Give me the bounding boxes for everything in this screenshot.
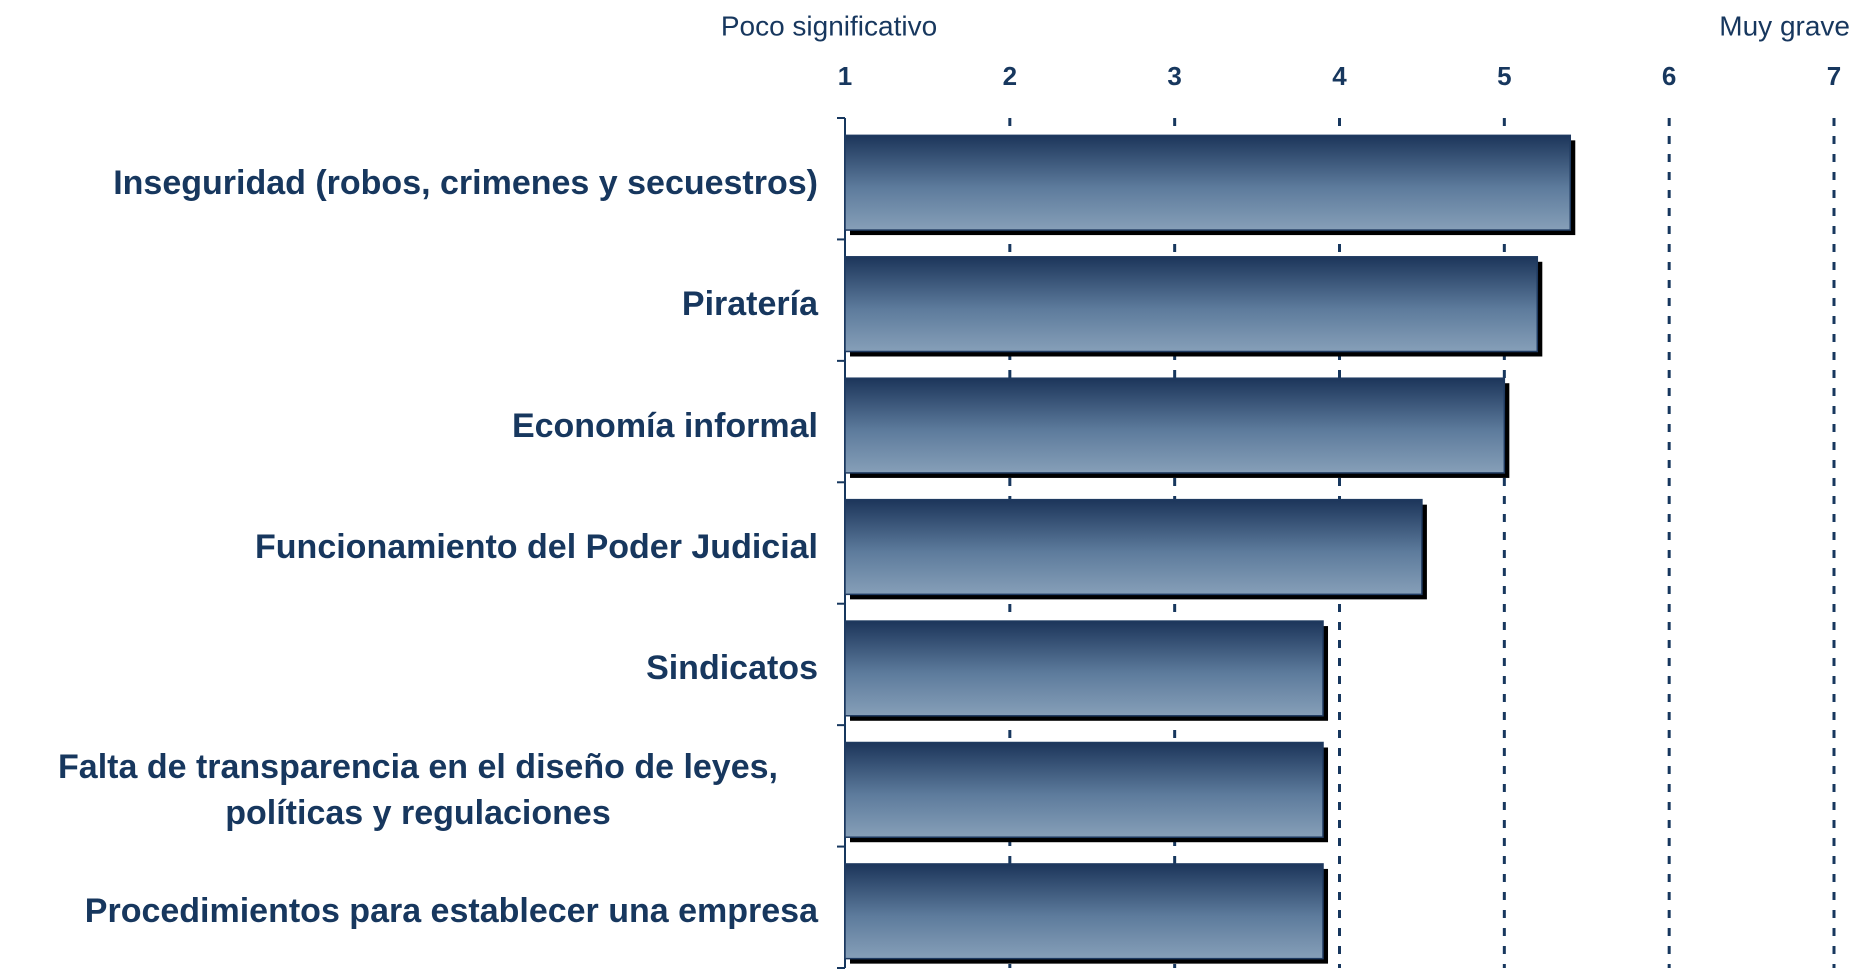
annotation: Poco significativo — [721, 10, 937, 41]
category-label: Inseguridad (robos, crimenes y secuestro… — [113, 163, 818, 202]
category-label: Procedimientos para establecer una empre… — [84, 892, 818, 931]
category-label: Falta de transparencia en el diseño de l… — [58, 747, 778, 832]
x-tick-label: 7 — [1827, 61, 1841, 91]
category-label: Funcionamiento del Poder Judicial — [255, 528, 818, 566]
bar — [844, 741, 1324, 838]
x-tick-label: 6 — [1662, 61, 1676, 91]
bar — [844, 863, 1324, 960]
x-tick-label: 3 — [1167, 61, 1181, 91]
bar — [844, 620, 1324, 717]
x-tick-label: 4 — [1332, 61, 1347, 91]
x-tick-label: 5 — [1497, 61, 1511, 91]
x-tick-label: 2 — [1003, 61, 1017, 91]
x-tick-label: 1 — [838, 61, 852, 91]
bar — [844, 134, 1572, 231]
category-label: Sindicatos — [646, 649, 818, 688]
bar — [844, 256, 1539, 353]
bar — [844, 377, 1506, 474]
annotation: Muy grave — [1719, 10, 1850, 41]
category-label: Piratería — [681, 285, 818, 324]
category-label: Economía informal — [511, 406, 818, 445]
bar — [844, 498, 1423, 596]
